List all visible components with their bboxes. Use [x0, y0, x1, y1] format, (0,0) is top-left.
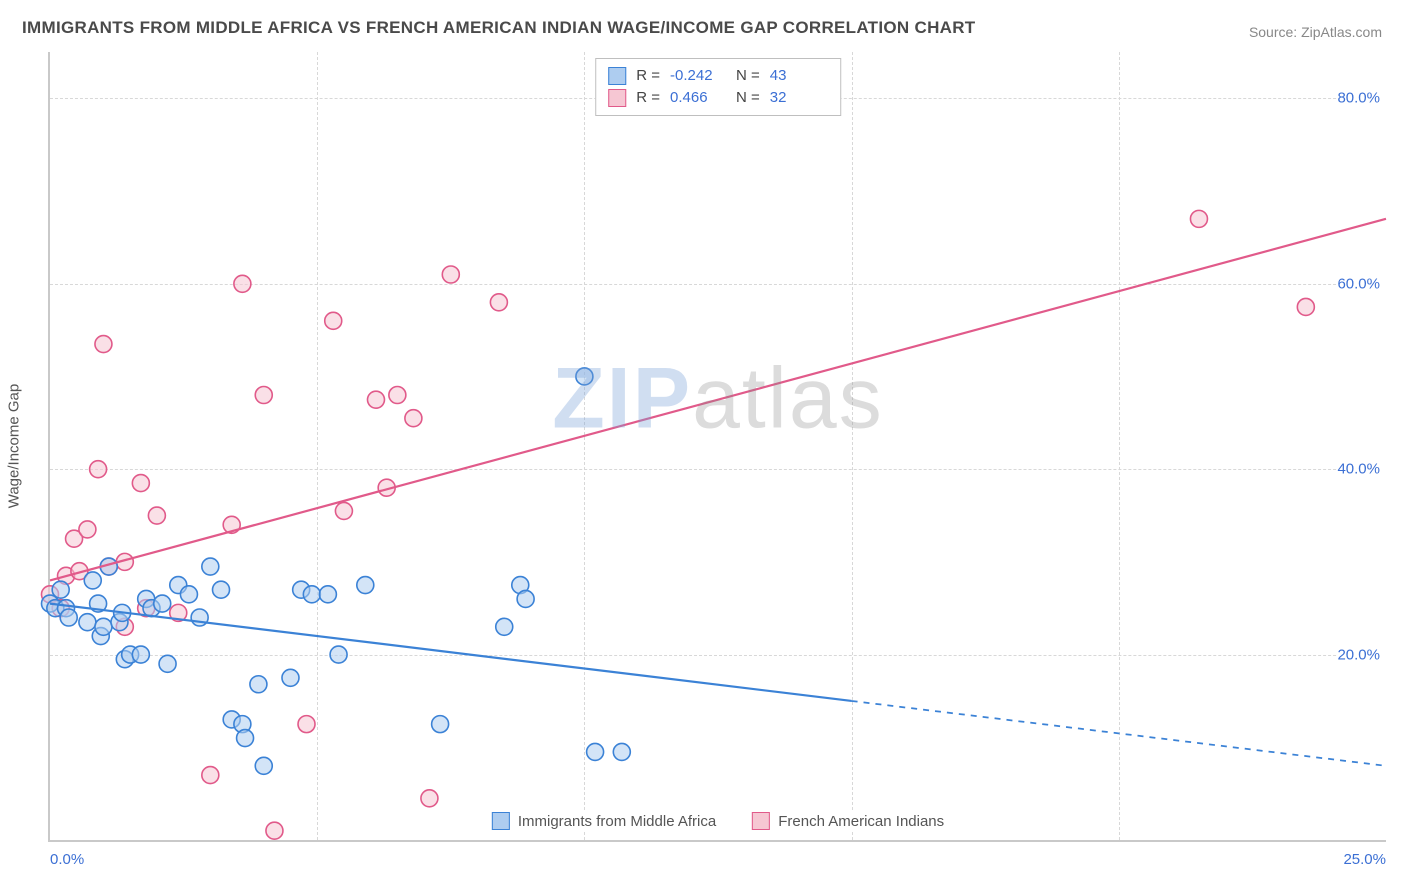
stat-legend: R = -0.242 N = 43 R = 0.466 N = 32 [595, 58, 841, 116]
scatter-point [79, 614, 96, 631]
scatter-point [202, 767, 219, 784]
scatter-point [60, 609, 77, 626]
scatter-point [613, 743, 630, 760]
stat-n-label: N = [736, 65, 760, 87]
scatter-point [95, 618, 112, 635]
scatter-point [132, 475, 149, 492]
scatter-point [490, 294, 507, 311]
scatter-point [357, 577, 374, 594]
scatter-point [1190, 210, 1207, 227]
scatter-point [237, 730, 254, 747]
trend-line [50, 604, 852, 701]
legend-swatch-bottom-1 [752, 812, 770, 830]
scatter-point [367, 391, 384, 408]
scatter-point [517, 590, 534, 607]
scatter-point [132, 646, 149, 663]
scatter-point [255, 757, 272, 774]
y-axis-title: Wage/Income Gap [6, 384, 23, 509]
scatter-point [576, 368, 593, 385]
chart-title: IMMIGRANTS FROM MIDDLE AFRICA VS FRENCH … [22, 18, 976, 38]
stat-n-value-1: 32 [770, 87, 826, 109]
scatter-point [325, 312, 342, 329]
scatter-point [303, 586, 320, 603]
scatter-point [255, 387, 272, 404]
scatter-point [52, 581, 69, 598]
scatter-point [266, 822, 283, 839]
scatter-point [79, 521, 96, 538]
scatter-point [282, 669, 299, 686]
scatter-point [389, 387, 406, 404]
y-tick-label: 80.0% [1337, 90, 1388, 107]
stat-n-label: N = [736, 87, 760, 109]
scatter-point [84, 572, 101, 589]
stat-row-1: R = 0.466 N = 32 [608, 87, 826, 109]
scatter-point [496, 618, 513, 635]
plot-area: ZIPatlas R = -0.242 N = 43 R = 0.466 N =… [48, 52, 1386, 842]
bottom-legend-label-1: French American Indians [778, 813, 944, 830]
scatter-point [405, 410, 422, 427]
stat-r-value-0: -0.242 [670, 65, 726, 87]
legend-swatch-1 [608, 89, 626, 107]
scatter-svg [50, 52, 1386, 840]
scatter-point [319, 586, 336, 603]
scatter-point [213, 581, 230, 598]
bottom-legend-item-0: Immigrants from Middle Africa [492, 812, 716, 830]
stat-r-label: R = [636, 65, 660, 87]
stat-row-0: R = -0.242 N = 43 [608, 65, 826, 87]
bottom-legend-item-1: French American Indians [752, 812, 944, 830]
bottom-legend: Immigrants from Middle Africa French Ame… [482, 810, 954, 832]
y-tick-label: 20.0% [1337, 646, 1388, 663]
y-tick-label: 40.0% [1337, 461, 1388, 478]
scatter-point [1297, 298, 1314, 315]
scatter-point [421, 790, 438, 807]
scatter-point [250, 676, 267, 693]
scatter-point [90, 461, 107, 478]
x-tick-label: 0.0% [50, 851, 84, 868]
scatter-point [180, 586, 197, 603]
scatter-point [298, 716, 315, 733]
scatter-point [148, 507, 165, 524]
scatter-point [330, 646, 347, 663]
scatter-point [335, 502, 352, 519]
legend-swatch-0 [608, 67, 626, 85]
scatter-point [442, 266, 459, 283]
scatter-point [234, 275, 251, 292]
trend-line-dashed [852, 701, 1386, 766]
x-tick-label: 25.0% [1343, 851, 1386, 868]
scatter-point [154, 595, 171, 612]
scatter-point [95, 336, 112, 353]
source-attribution: Source: ZipAtlas.com [1249, 24, 1382, 40]
bottom-legend-label-0: Immigrants from Middle Africa [518, 813, 716, 830]
scatter-point [432, 716, 449, 733]
stat-r-value-1: 0.466 [670, 87, 726, 109]
legend-swatch-bottom-0 [492, 812, 510, 830]
scatter-point [159, 655, 176, 672]
scatter-point [202, 558, 219, 575]
scatter-point [587, 743, 604, 760]
trend-line [50, 219, 1386, 581]
stat-r-label: R = [636, 87, 660, 109]
stat-n-value-0: 43 [770, 65, 826, 87]
y-tick-label: 60.0% [1337, 275, 1388, 292]
